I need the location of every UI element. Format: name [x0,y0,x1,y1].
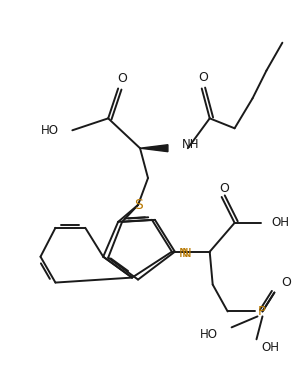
Text: OH: OH [271,216,289,229]
Text: N: N [182,247,192,260]
Text: N: N [179,247,189,260]
Text: S: S [134,198,143,212]
Text: OH: OH [261,341,279,354]
Text: O: O [281,276,291,289]
Text: O: O [117,72,127,85]
Text: HO: HO [40,124,59,137]
Polygon shape [140,145,168,152]
Text: HO: HO [200,328,218,341]
Text: O: O [220,182,230,195]
Text: P: P [257,305,266,318]
Text: O: O [198,71,208,84]
Text: NH: NH [182,138,199,151]
